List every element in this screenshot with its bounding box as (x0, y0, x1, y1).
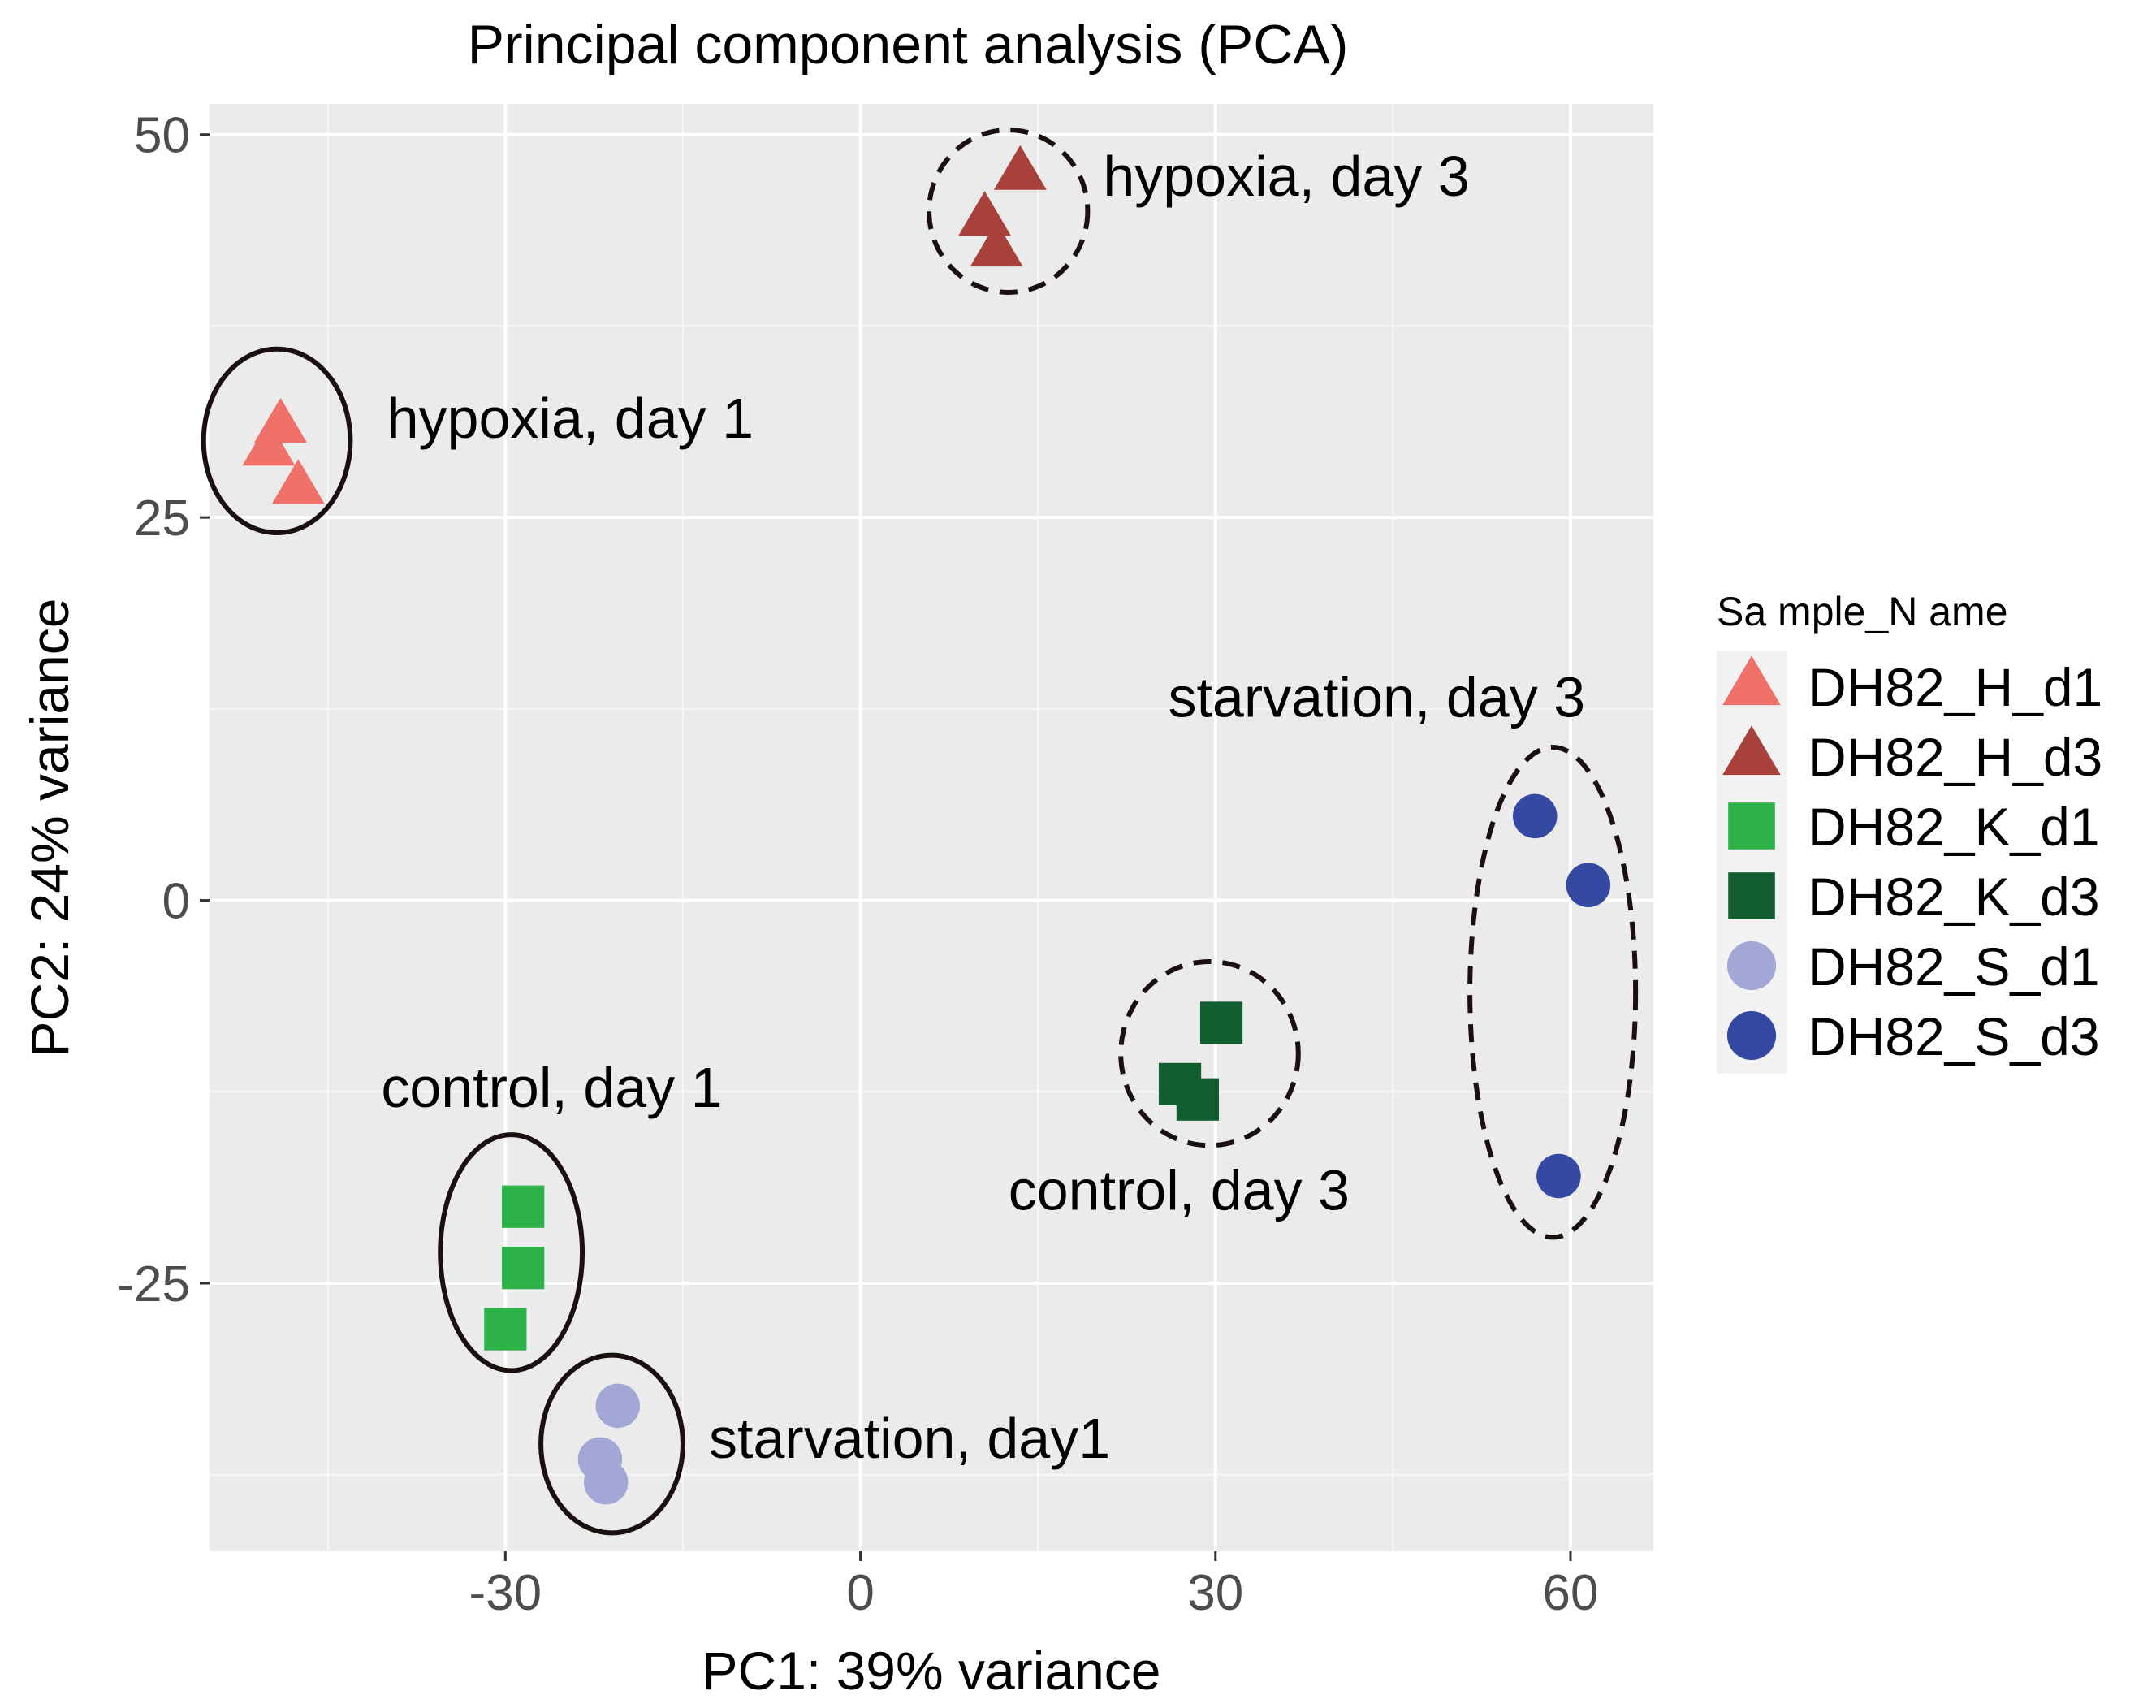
y-tick-label: 25 (134, 491, 190, 547)
cluster-ellipses (201, 128, 1639, 1536)
legend: Sa mple_N ame DH82_H_d1 DH82_H_d3 DH82_K_d… (1717, 589, 2102, 1074)
x-axis: -30 0 30 60 (469, 1551, 1598, 1621)
legend-label: DH82_S_d1 (1808, 936, 2100, 997)
point-DH82_H_d1 (242, 421, 296, 466)
x-tick-label: 30 (1187, 1565, 1243, 1621)
point-DH82_H_d1 (271, 459, 325, 504)
legend-key-DH82_S_d3 (1726, 1010, 1777, 1061)
y-axis: -25 0 25 50 (117, 108, 210, 1312)
cluster-label: hypoxia, day 3 (1103, 145, 1469, 208)
legend-key-background (1717, 651, 1787, 1074)
cluster-label: starvation, day 3 (1168, 665, 1585, 729)
legend-label: DH82_K_d3 (1808, 867, 2100, 927)
point-DH82_K_d3 (1176, 1078, 1220, 1121)
cluster-label: control, day 1 (381, 1056, 722, 1119)
x-tick-label: -30 (469, 1565, 542, 1621)
cluster-ellipse-dashed (1467, 744, 1639, 1240)
data-points (242, 145, 1611, 1505)
chart-title: Principal component analysis (PCA) (468, 14, 1349, 76)
y-tick-label: -25 (117, 1256, 190, 1312)
y-tick-label: 50 (134, 108, 190, 164)
legend-label: DH82_H_d3 (1808, 727, 2102, 787)
cluster-ellipse-dashed (1118, 959, 1301, 1148)
point-DH82_K_d1 (502, 1247, 545, 1290)
x-axis-title: PC1: 39% variance (702, 1641, 1161, 1701)
point-DH82_K_d1 (502, 1185, 545, 1228)
legend-key-DH82_K_d3 (1728, 872, 1775, 919)
cluster-label: control, day 3 (1009, 1158, 1350, 1222)
legend-key-DH82_S_d1 (1726, 940, 1777, 991)
cluster-ellipse-solid (201, 346, 353, 535)
major-gridlines (210, 104, 1653, 1551)
legend-label: DH82_S_d3 (1808, 1006, 2100, 1066)
cluster-ellipse-solid (438, 1132, 585, 1373)
point-DH82_S_d1 (595, 1383, 641, 1429)
x-tick-label: 60 (1542, 1565, 1598, 1621)
cluster-ellipse-dashed (927, 128, 1091, 295)
y-tick-label: 0 (162, 874, 190, 930)
point-DH82_S_d3 (1536, 1153, 1581, 1199)
legend-label: DH82_H_d1 (1808, 657, 2102, 717)
legend-key-DH82_H_d1 (1722, 655, 1781, 706)
cluster-ellipse-solid (538, 1352, 685, 1536)
legend-items: DH82_H_d1 DH82_H_d3 DH82_K_d1 DH82_K_d3 DH82… (1722, 655, 2102, 1066)
point-DH82_S_d3 (1566, 863, 1611, 907)
minor-gridlines (210, 104, 1653, 1551)
cluster-label: hypoxia, day 1 (387, 387, 754, 450)
legend-key-DH82_K_d1 (1728, 802, 1775, 850)
point-DH82_K_d1 (484, 1308, 527, 1351)
cluster-label: starvation, day1 (709, 1407, 1110, 1470)
legend-label: DH82_K_d1 (1808, 797, 2100, 857)
y-axis-title: PC2: 24% variance (19, 599, 80, 1057)
plot-panel (210, 104, 1653, 1551)
point-DH82_H_d3 (970, 221, 1023, 267)
cluster-annotations: hypoxia, day 3 hypoxia, day 1 starvation, … (381, 145, 1585, 1470)
point-DH82_K_d3 (1199, 1001, 1243, 1044)
point-DH82_H_d3 (993, 145, 1047, 190)
x-tick-label: 0 (846, 1565, 874, 1621)
legend-title: Sa mple_N ame (1717, 589, 2008, 634)
point-DH82_S_d3 (1513, 793, 1558, 839)
point-DH82_S_d1 (583, 1459, 629, 1505)
legend-key-DH82_H_d3 (1722, 725, 1781, 776)
